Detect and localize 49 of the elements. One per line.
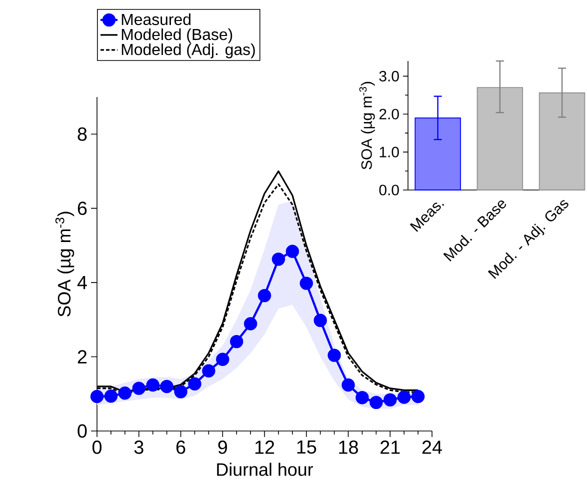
bar <box>476 87 524 190</box>
point <box>411 390 425 404</box>
point <box>90 390 104 404</box>
point <box>244 317 258 330</box>
legend-label: Measured <box>122 13 190 26</box>
legend-label: Modeled (Adj. gas) <box>122 43 255 58</box>
x-tick-label: 6 <box>176 440 186 454</box>
x-tick-label: 18 <box>339 440 358 454</box>
x-tick-label: 24 <box>422 440 442 454</box>
point <box>104 390 118 403</box>
x-tick-label: 15 <box>297 440 316 454</box>
x-tick-label: 3 <box>134 440 144 454</box>
y-tick-label: 2.0 <box>379 108 399 120</box>
point <box>370 396 383 410</box>
x-tick-label: 9 <box>218 440 227 454</box>
point <box>216 352 230 366</box>
x-axis-title: Diurnal hour <box>217 462 314 476</box>
y-tick-label: 1.0 <box>380 146 399 158</box>
point <box>397 390 411 404</box>
point <box>188 377 202 390</box>
point <box>146 378 160 392</box>
point <box>384 393 397 406</box>
point <box>118 386 132 400</box>
y-axis-title: SOA (µg m$^{-3}$) <box>55 212 74 317</box>
point <box>160 380 174 394</box>
x-tick-label: 0 <box>92 440 102 454</box>
x-tick-label: 12 <box>255 440 274 454</box>
point <box>300 276 313 290</box>
point <box>286 244 300 258</box>
y-tick-label: 4 <box>77 276 87 290</box>
point <box>258 288 272 302</box>
legend-label: Modeled (Base) <box>122 28 232 44</box>
y-tick-label: 8 <box>78 127 87 141</box>
point <box>272 252 286 266</box>
y-axis-title: SOA (µg m$^{-3}$) <box>359 82 375 170</box>
point <box>230 334 244 348</box>
y-tick-label: 3.0 <box>379 70 399 82</box>
bar <box>538 92 586 190</box>
point <box>356 391 369 404</box>
y-tick-label: 0 <box>78 424 87 438</box>
point <box>342 378 355 392</box>
x-tick-label: 21 <box>380 440 400 454</box>
point <box>328 348 341 362</box>
y-tick-label: 0.0 <box>379 184 399 196</box>
y-tick-label: 2 <box>78 350 87 364</box>
point <box>132 382 146 395</box>
point <box>202 364 216 378</box>
point <box>314 314 327 328</box>
point <box>174 385 188 398</box>
